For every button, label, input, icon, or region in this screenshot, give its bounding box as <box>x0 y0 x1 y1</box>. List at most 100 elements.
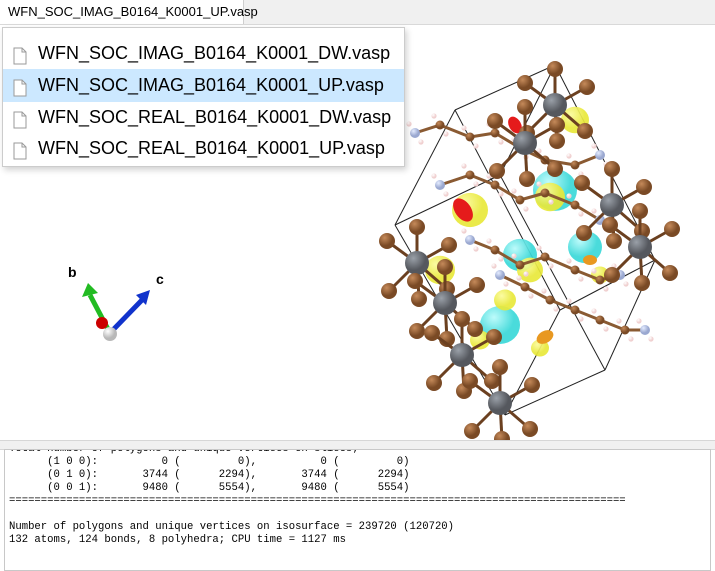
metal-atom <box>628 235 652 259</box>
hydrogen-atom <box>603 326 609 332</box>
halide-atom <box>636 179 652 195</box>
halide-atom <box>524 377 540 393</box>
carbon-atom <box>490 180 500 190</box>
halide-atom <box>489 163 505 179</box>
halide-atom <box>517 99 533 115</box>
halide-atom <box>484 373 500 389</box>
hydrogen-atom <box>503 281 509 287</box>
hydrogen-atom <box>541 288 547 294</box>
halide-atom <box>606 233 622 249</box>
bond <box>543 191 577 207</box>
file-icon <box>13 75 27 108</box>
hydrogen-atom <box>461 125 467 131</box>
halide-atom <box>469 277 485 293</box>
hydrogen-atom <box>516 275 522 281</box>
carbon-atom <box>520 282 530 292</box>
nitrogen-atom <box>410 128 420 138</box>
halide-atom <box>604 267 620 283</box>
metal-atom <box>405 251 429 275</box>
output-log[interactable]: Total number of polygons and unique vert… <box>4 449 711 571</box>
dropdown-item-selected[interactable]: WFN_SOC_IMAG_B0164_K0001_UP.vasp <box>3 69 404 102</box>
isosurface-lobe <box>568 230 602 264</box>
bond <box>493 248 522 267</box>
halide-atom <box>467 321 483 337</box>
bond <box>543 158 577 167</box>
carbon-atom <box>490 128 500 138</box>
hydrogen-atom <box>461 228 467 234</box>
hydrogen-atom <box>498 191 504 197</box>
isosurface-orange-patch <box>536 330 554 344</box>
axis-a-arrow <box>96 317 108 329</box>
isosurface-lobe <box>531 339 549 357</box>
isosurface-orange-patch <box>583 255 597 265</box>
hydrogen-atom <box>536 181 542 187</box>
hydrogen-atom <box>491 263 497 269</box>
axis-origin <box>103 327 117 341</box>
axis-c-arrowhead <box>136 290 150 305</box>
file-tab[interactable]: WFN_SOC_IMAG_B0164_K0001_UP.vasp <box>0 0 258 24</box>
carbon-atom <box>595 275 605 285</box>
nitrogen-atom <box>640 325 650 335</box>
halide-atom <box>547 61 563 77</box>
halide-atom <box>632 203 648 219</box>
carbon-atom <box>545 295 555 305</box>
halide-atom <box>604 161 620 177</box>
carbon-atom <box>490 245 500 255</box>
halide-atom <box>494 431 510 440</box>
isosurface-lobe <box>535 182 565 212</box>
hydrogen-atom <box>616 318 622 324</box>
hydrogen-atom <box>523 271 529 277</box>
halide-atom <box>462 373 478 389</box>
carbon-atom <box>435 120 445 130</box>
hydrogen-atom <box>648 336 654 342</box>
hydrogen-atom <box>578 211 584 217</box>
hydrogen-atom <box>591 308 597 314</box>
unit-cell-edge <box>559 259 656 311</box>
halide-atom <box>379 233 395 249</box>
halide-atom <box>519 171 535 187</box>
halide-atom <box>454 311 470 327</box>
halide-atom <box>517 75 533 91</box>
hydrogen-atom <box>566 298 572 304</box>
hydrogen-atom <box>591 208 597 214</box>
halide-atom <box>574 175 590 191</box>
bond <box>438 123 472 139</box>
halide-atom <box>547 161 563 177</box>
hydrogen-atom <box>591 143 597 149</box>
halide-atom <box>579 79 595 95</box>
metal-atom <box>513 131 537 155</box>
hydrogen-atom <box>473 143 479 149</box>
metal-atom <box>543 93 567 117</box>
bond <box>543 255 577 272</box>
hydrogen-atom <box>591 268 597 274</box>
hydrogen-atom <box>578 316 584 322</box>
hydrogen-atom <box>511 253 517 259</box>
halide-atom <box>664 221 680 237</box>
bond <box>438 173 472 187</box>
bond <box>493 183 522 202</box>
hydrogen-atom <box>548 199 554 205</box>
hydrogen-atom <box>406 121 412 127</box>
hydrogen-atom <box>566 258 572 264</box>
hydrogen-atom <box>511 188 517 194</box>
hydrogen-atom <box>486 238 492 244</box>
dropdown-item-label: WFN_SOC_IMAG_B0164_K0001_DW.vasp <box>38 43 391 63</box>
dropdown-item[interactable]: WFN_SOC_IMAG_B0164_K0001_DW.vasp <box>3 37 404 70</box>
halide-atom <box>492 359 508 375</box>
hydrogen-atom <box>548 263 554 269</box>
axis-c-line <box>108 298 144 335</box>
crystal-structure-scene[interactable] <box>0 25 715 440</box>
file-dropdown[interactable]: WFN_SOC_IMAG_B0164_K0001_DW.vasp WFN_SOC… <box>2 27 405 167</box>
hydrogen-atom <box>443 131 449 137</box>
dropdown-item[interactable]: WFN_SOC_REAL_B0164_K0001_UP.vasp <box>3 132 404 165</box>
halide-atom <box>426 375 442 391</box>
isosurface-red-patch <box>508 116 522 134</box>
nitrogen-atom <box>465 235 475 245</box>
hydrogen-atom <box>523 206 529 212</box>
carbon-atom <box>515 195 525 205</box>
hydrogen-atom <box>628 336 634 342</box>
dropdown-item[interactable]: WFN_SOC_REAL_B0164_K0001_DW.vasp <box>3 101 404 134</box>
hydrogen-atom <box>498 139 504 145</box>
unit-cell-edge <box>394 109 456 226</box>
halide-atom <box>522 421 538 437</box>
